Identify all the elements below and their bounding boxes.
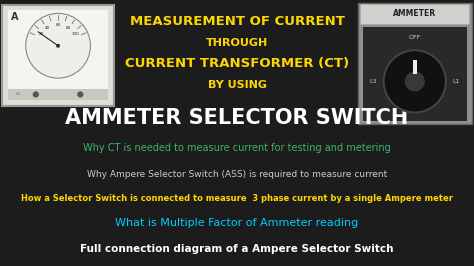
FancyBboxPatch shape xyxy=(358,3,472,124)
FancyBboxPatch shape xyxy=(413,60,417,74)
FancyBboxPatch shape xyxy=(363,27,467,121)
Ellipse shape xyxy=(33,92,38,97)
Text: BY USING: BY USING xyxy=(208,80,266,90)
Text: THROUGH: THROUGH xyxy=(206,38,268,48)
Text: L3: L3 xyxy=(370,79,377,84)
Text: MEASUREMENT OF CURRENT: MEASUREMENT OF CURRENT xyxy=(129,15,345,28)
FancyBboxPatch shape xyxy=(8,10,108,94)
Text: AMMETER SELECTOR SWITCH: AMMETER SELECTOR SWITCH xyxy=(65,108,409,128)
Text: AC: AC xyxy=(16,92,22,97)
Text: L1: L1 xyxy=(452,79,460,84)
Text: AMMETER: AMMETER xyxy=(393,10,436,18)
Text: What is Multiple Factor of Ammeter reading: What is Multiple Factor of Ammeter readi… xyxy=(115,218,359,228)
Text: Why Ampere Selector Switch (ASS) is required to measure current: Why Ampere Selector Switch (ASS) is requ… xyxy=(87,170,387,179)
Ellipse shape xyxy=(26,13,91,78)
FancyBboxPatch shape xyxy=(8,89,108,100)
Text: Full connection diagram of a Ampere Selector Switch: Full connection diagram of a Ampere Sele… xyxy=(80,244,394,254)
Text: OFF: OFF xyxy=(409,35,421,40)
Ellipse shape xyxy=(57,44,59,47)
Text: Why CT is needed to measure current for testing and metering: Why CT is needed to measure current for … xyxy=(83,143,391,153)
Text: 40: 40 xyxy=(45,26,50,30)
Text: A: A xyxy=(11,12,18,22)
Text: 80: 80 xyxy=(66,26,71,30)
Text: 20: 20 xyxy=(38,32,44,36)
Ellipse shape xyxy=(383,50,446,113)
Ellipse shape xyxy=(405,72,424,91)
Ellipse shape xyxy=(78,92,83,97)
Text: 60: 60 xyxy=(55,23,61,27)
FancyBboxPatch shape xyxy=(360,4,469,24)
Text: How a Selector Switch is connected to measure  3 phase current by a single Amper: How a Selector Switch is connected to me… xyxy=(21,194,453,203)
Text: CURRENT TRANSFORMER (CT): CURRENT TRANSFORMER (CT) xyxy=(125,57,349,70)
FancyBboxPatch shape xyxy=(2,5,114,106)
Text: 100: 100 xyxy=(72,32,79,36)
